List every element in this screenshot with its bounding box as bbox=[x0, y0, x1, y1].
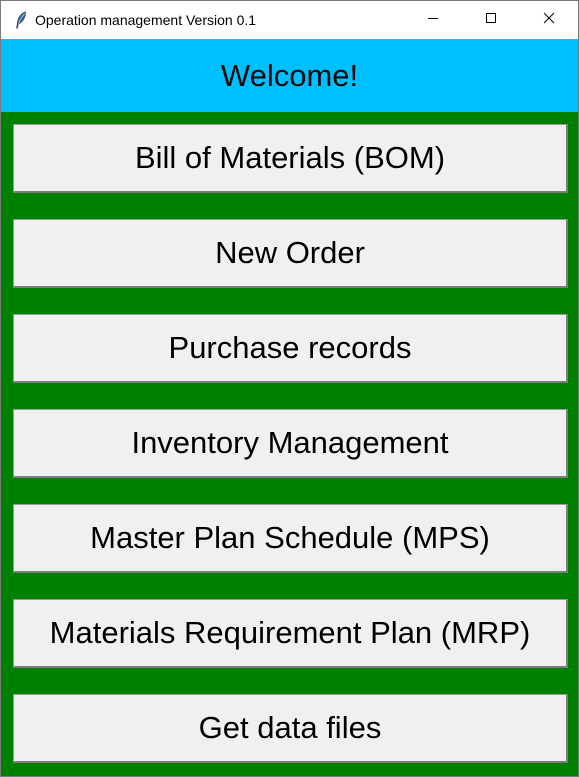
window-title: Operation management Version 0.1 bbox=[35, 12, 257, 28]
mps-button[interactable]: Master Plan Schedule (MPS) bbox=[13, 504, 568, 573]
title-bar[interactable]: Operation management Version 0.1 bbox=[1, 1, 578, 39]
new-order-button[interactable]: New Order bbox=[13, 219, 568, 288]
get-data-files-button[interactable]: Get data files bbox=[13, 694, 568, 763]
window-controls bbox=[404, 1, 578, 39]
close-icon bbox=[543, 11, 555, 29]
inventory-management-button[interactable]: Inventory Management bbox=[13, 409, 568, 478]
minimize-icon bbox=[427, 11, 439, 29]
welcome-banner: Welcome! bbox=[1, 39, 578, 112]
feather-icon bbox=[13, 11, 29, 29]
mrp-button[interactable]: Materials Requirement Plan (MRP) bbox=[13, 599, 568, 668]
bom-button[interactable]: Bill of Materials (BOM) bbox=[13, 124, 568, 193]
purchase-records-button[interactable]: Purchase records bbox=[13, 314, 568, 383]
close-button[interactable] bbox=[520, 1, 578, 39]
maximize-icon bbox=[485, 11, 497, 29]
maximize-button[interactable] bbox=[462, 1, 520, 39]
minimize-button[interactable] bbox=[404, 1, 462, 39]
